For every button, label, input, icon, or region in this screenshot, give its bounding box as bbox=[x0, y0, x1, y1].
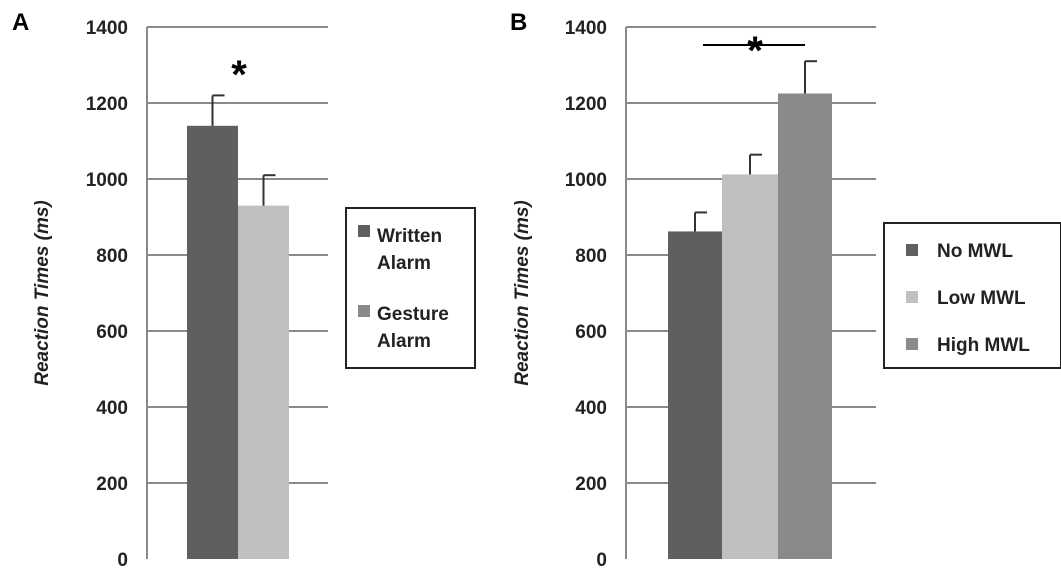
legend-label: Gesture bbox=[377, 304, 449, 325]
gridlines bbox=[626, 26, 876, 484]
legend-label: High MWL bbox=[937, 335, 1030, 356]
legend: Written Alarm Gesture Alarm bbox=[345, 207, 476, 369]
y-tick-label: 1000 bbox=[86, 170, 128, 191]
y-tick-label: 0 bbox=[596, 550, 607, 568]
y-tick-label: 800 bbox=[575, 246, 607, 267]
legend-label: Low MWL bbox=[937, 288, 1026, 309]
legend-swatch bbox=[906, 291, 918, 303]
bar bbox=[778, 93, 832, 559]
y-axis-label: Reaction Times (ms) bbox=[512, 200, 533, 385]
y-tick-label: 400 bbox=[575, 398, 607, 419]
panel-a: A 0 200 400 600 800 1000 1200 1400 Reaction Times… bbox=[12, 9, 476, 568]
panel-b: B 0 200 400 600 800 1000 1200 1400 Reaction Times… bbox=[510, 9, 1061, 568]
y-tick-label: 1200 bbox=[86, 94, 128, 115]
legend-label: Alarm bbox=[377, 331, 431, 352]
significance-star: * bbox=[747, 29, 763, 73]
y-tick-label: 600 bbox=[96, 322, 128, 343]
y-tick-label: 1000 bbox=[565, 170, 607, 191]
y-tick-label: 1400 bbox=[86, 18, 128, 39]
bars bbox=[187, 94, 289, 560]
y-tick-label: 200 bbox=[96, 474, 128, 495]
panel-label: B bbox=[510, 9, 527, 36]
legend-swatch bbox=[906, 338, 918, 350]
y-tick-label: 1200 bbox=[565, 94, 607, 115]
legend-label: Alarm bbox=[377, 253, 431, 274]
legend-swatch bbox=[358, 305, 370, 317]
bar bbox=[668, 231, 722, 559]
y-tick-label: 200 bbox=[575, 474, 607, 495]
legend-label: No MWL bbox=[937, 241, 1013, 262]
significance-star: * bbox=[231, 53, 247, 97]
y-tick-label: 600 bbox=[575, 322, 607, 343]
legend-swatch bbox=[906, 244, 918, 256]
y-tick-label: 0 bbox=[117, 550, 128, 568]
bar bbox=[238, 205, 289, 559]
y-tick-labels: 0 200 400 600 800 1000 1200 1400 bbox=[565, 18, 607, 568]
bar bbox=[187, 125, 238, 560]
y-tick-labels: 0 200 400 600 800 1000 1200 1400 bbox=[86, 18, 128, 568]
y-tick-label: 400 bbox=[96, 398, 128, 419]
y-tick-label: 1400 bbox=[565, 18, 607, 39]
bar bbox=[722, 174, 778, 559]
legend-swatch bbox=[358, 225, 370, 237]
panel-label: A bbox=[12, 9, 29, 36]
bars bbox=[668, 60, 832, 559]
legend-label: Written bbox=[377, 226, 442, 247]
y-tick-label: 800 bbox=[96, 246, 128, 267]
legend: No MWL Low MWL High MWL bbox=[883, 222, 1061, 369]
y-axis-label: Reaction Times (ms) bbox=[32, 200, 53, 385]
